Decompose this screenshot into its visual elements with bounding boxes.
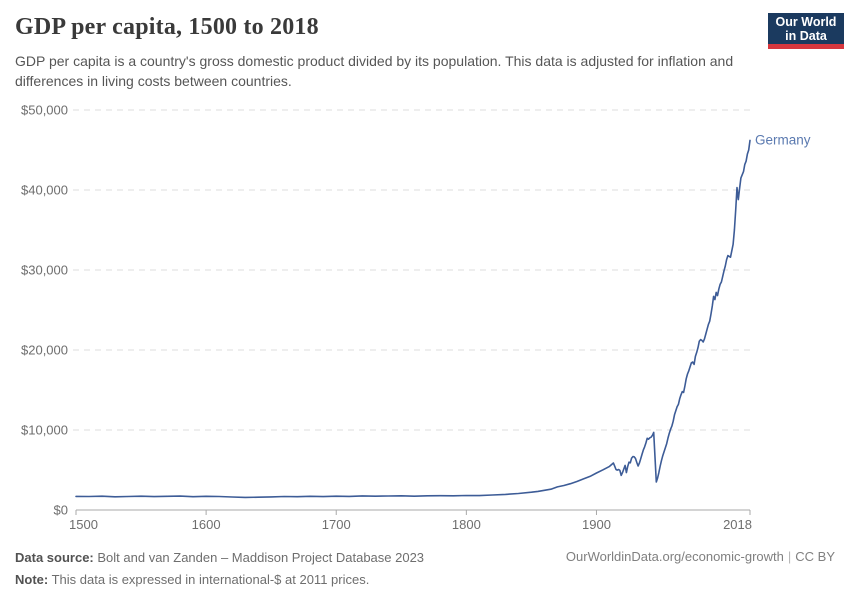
data-source-line: Data source: Bolt and van Zanden – Maddi… bbox=[15, 547, 424, 569]
footer-source-note: Data source: Bolt and van Zanden – Maddi… bbox=[15, 547, 424, 591]
footer-separator: | bbox=[787, 549, 792, 564]
y-axis-tick-label: $20,000 bbox=[21, 343, 68, 358]
data-source-text: Bolt and van Zanden – Maddison Project D… bbox=[97, 550, 425, 565]
y-axis-tick-label: $0 bbox=[54, 503, 68, 518]
note-label: Note: bbox=[15, 572, 49, 587]
x-axis-tick-label: 1900 bbox=[582, 517, 611, 532]
y-axis-tick-label: $10,000 bbox=[21, 423, 68, 438]
x-axis-tick-label: 1500 bbox=[69, 517, 98, 532]
series-label-germany: Germany bbox=[755, 132, 811, 147]
footer-attribution: OurWorldinData.org/economic-growth | CC BY bbox=[566, 549, 835, 564]
owid-logo-line1: Our World bbox=[775, 15, 837, 29]
y-axis-tick-label: $30,000 bbox=[21, 263, 68, 278]
note-text: This data is expressed in international-… bbox=[51, 572, 370, 587]
x-axis-tick-label: 2018 bbox=[723, 517, 752, 532]
license-text: CC BY bbox=[795, 549, 835, 564]
data-source-label: Data source: bbox=[15, 550, 94, 565]
footer-link[interactable]: OurWorldinData.org/economic-growth bbox=[565, 549, 784, 564]
y-axis-tick-label: $50,000 bbox=[21, 103, 68, 118]
owid-logo-line2: in Data bbox=[785, 29, 827, 43]
x-axis-tick-label: 1600 bbox=[192, 517, 221, 532]
y-axis-tick-label: $40,000 bbox=[21, 183, 68, 198]
germany-data-line bbox=[75, 139, 751, 499]
note-line: Note: This data is expressed in internat… bbox=[15, 569, 424, 591]
x-axis-tick-label: 1700 bbox=[322, 517, 351, 532]
page-title: GDP per capita, 1500 to 2018 bbox=[15, 14, 319, 40]
chart-subtitle: GDP per capita is a country's gross dome… bbox=[15, 53, 734, 89]
owid-logo[interactable]: Our World in Data bbox=[768, 13, 844, 49]
x-axis-tick-label: 1800 bbox=[452, 517, 481, 532]
